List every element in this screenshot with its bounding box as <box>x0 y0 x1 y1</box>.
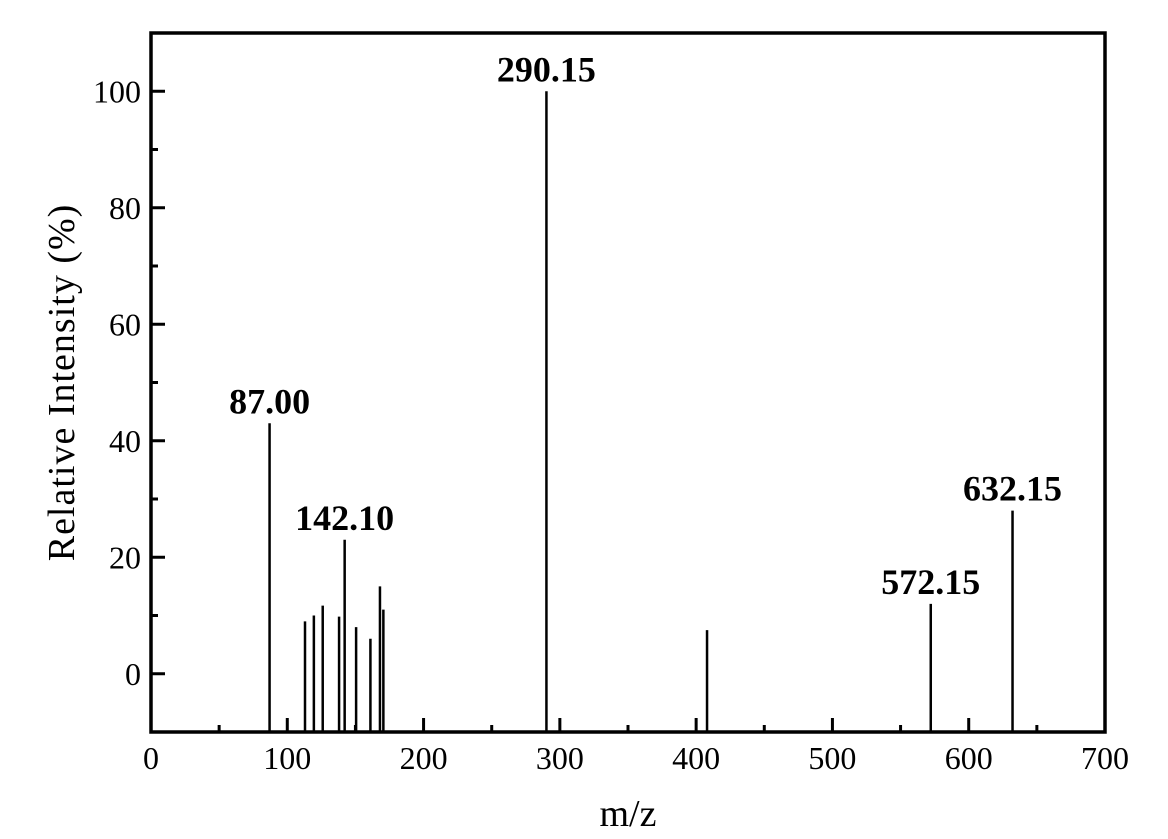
y-tick-label: 20 <box>109 539 141 575</box>
x-tick-label: 200 <box>400 740 448 776</box>
tick-labels: 0 100 200 300 400 500 600 700 0 20 40 60 80 100 <box>93 73 1129 776</box>
peak-label-142.10: 142.10 <box>295 498 394 538</box>
x-tick-label: 300 <box>536 740 584 776</box>
spectrum-peaks <box>268 91 1014 732</box>
y-tick-label: 60 <box>109 306 141 342</box>
peak-labels: 87.00 142.10 290.15 572.15 632.15 <box>229 49 1062 602</box>
x-tick-label: 100 <box>263 740 311 776</box>
peak-label-290.15: 290.15 <box>497 49 596 89</box>
plot-frame <box>149 31 1107 734</box>
x-tick-label: 700 <box>1081 740 1129 776</box>
y-tick-label: 80 <box>109 190 141 226</box>
y-axis-title: Relative Intensity (%) <box>41 204 83 562</box>
x-tick-label: 0 <box>143 740 159 776</box>
peak-label-87.00: 87.00 <box>229 381 310 421</box>
plot-frame-border <box>149 31 1107 734</box>
peak-label-572.15: 572.15 <box>881 562 980 602</box>
x-tick-label: 600 <box>945 740 993 776</box>
x-tick-label: 400 <box>672 740 720 776</box>
y-tick-label: 100 <box>93 73 141 109</box>
x-axis-title: m/z <box>600 793 657 835</box>
x-tick-label: 500 <box>808 740 856 776</box>
y-tick-label: 40 <box>109 423 141 459</box>
y-tick-label: 0 <box>125 656 141 692</box>
peak-label-632.15: 632.15 <box>963 469 1062 509</box>
